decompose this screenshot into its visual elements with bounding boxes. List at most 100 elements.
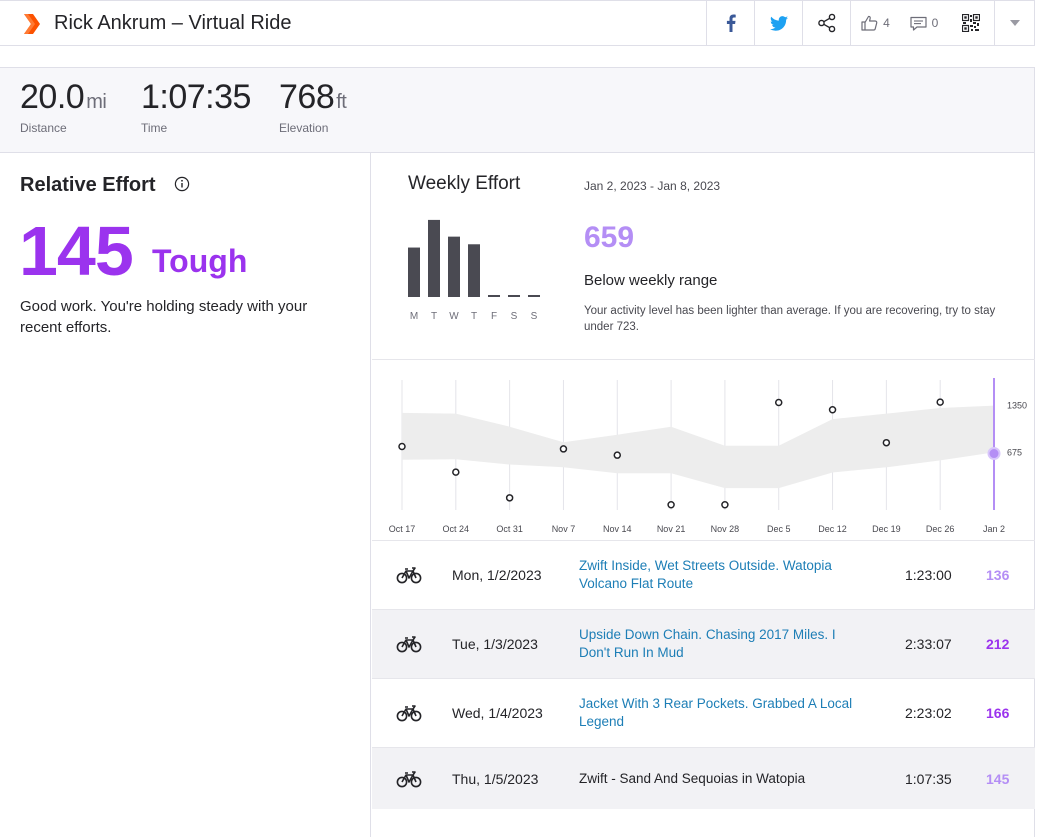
kudos-count: 4: [883, 16, 890, 30]
relative-effort-description: Good work. You're holding steady with yo…: [20, 298, 308, 336]
stat-elevation-value: 768: [279, 78, 335, 116]
bike-icon: [396, 770, 422, 787]
activity-name-link[interactable]: Zwift Inside, Wet Streets Outside. Watop…: [579, 558, 832, 591]
stat-elevation-label: Elevation: [279, 121, 329, 135]
activity-date: Thu, 1/5/2023: [452, 770, 539, 787]
comment-count: 0: [931, 16, 939, 30]
weekly-effort-point[interactable]: [882, 438, 891, 447]
x-tick-label: Nov 28: [711, 524, 740, 534]
activity-date: Tue, 1/3/2023: [452, 636, 538, 652]
stat-distance-value: 20.0: [20, 78, 85, 116]
weekly-effort-message: Your activity level has been lighter tha…: [584, 305, 996, 333]
stat-elevation-unit: ft: [336, 91, 347, 113]
activity-row[interactable]: Thu, 1/5/2023 Zwift - Sand And Sequoias …: [372, 747, 1035, 809]
activity-duration: 1:23:00: [905, 567, 952, 583]
share-button[interactable]: [802, 1, 850, 45]
x-tick-label: Nov 14: [603, 524, 632, 534]
stat-elevation: 768 ft Elevation: [279, 78, 347, 135]
weekly-activity-list: Mon, 1/2/2023 Zwift Inside, Wet Streets …: [372, 540, 1035, 809]
activity-effort: 136: [986, 567, 1010, 583]
relative-effort-score: 145: [19, 212, 134, 290]
x-tick-label: Dec 12: [818, 524, 847, 534]
weekly-effort-point[interactable]: [936, 398, 944, 406]
weekly-effort-day-label: S: [531, 311, 538, 322]
activity-name: Zwift - Sand And Sequoias in Watopia: [579, 770, 806, 786]
activity-effort: 166: [986, 705, 1010, 721]
thumbs-up-icon: [861, 15, 878, 31]
divider: [372, 359, 1035, 360]
weekly-effort-point[interactable]: [667, 500, 675, 509]
x-tick-label: Oct 17: [389, 524, 416, 534]
weekly-effort-day-label: T: [471, 311, 477, 322]
x-tick-label: Dec 5: [767, 524, 791, 534]
weekly-effort-point[interactable]: [505, 494, 514, 502]
weekly-effort-point[interactable]: [613, 451, 622, 459]
y-tick-label: 1350: [1007, 401, 1027, 411]
stat-distance-label: Distance: [20, 121, 67, 135]
qr-code-button[interactable]: [948, 1, 994, 45]
relative-effort-panel: Relative Effort 145 Tough Good work. You…: [0, 153, 371, 837]
activity-effort: 145: [986, 770, 1010, 787]
twitter-icon: [769, 15, 788, 31]
header-actions: 4 0: [706, 1, 1034, 45]
activity-row[interactable]: Mon, 1/2/2023 Zwift Inside, Wet Streets …: [372, 540, 1035, 609]
activity-effort: 212: [986, 636, 1010, 652]
weekly-effort-bar: [428, 219, 440, 297]
x-tick-label: Jan 2: [983, 524, 1005, 534]
weekly-effort-day-label: S: [511, 311, 518, 322]
weekly-effort-point[interactable]: [559, 445, 568, 453]
stat-distance-unit: mi: [86, 91, 107, 113]
activity-date: Mon, 1/2/2023: [452, 567, 542, 583]
activity-date: Wed, 1/4/2023: [452, 705, 543, 721]
relative-effort-level: Tough: [152, 243, 248, 279]
weekly-effort-point[interactable]: [398, 442, 406, 451]
kudos-button[interactable]: 4: [850, 1, 900, 45]
weekly-effort-point[interactable]: [828, 406, 837, 414]
x-tick-label: Oct 31: [496, 524, 523, 534]
weekly-effort-point[interactable]: [452, 468, 460, 476]
qr-code-icon: [962, 14, 980, 32]
x-tick-label: Dec 26: [926, 524, 955, 534]
activity-row[interactable]: Tue, 1/3/2023 Upside Down Chain. Chasing…: [372, 609, 1035, 678]
chevron-down-icon: [1009, 20, 1020, 26]
comments-button[interactable]: 0: [900, 1, 948, 45]
activity-name-link[interactable]: Jacket With 3 Rear Pockets. Grabbed A Lo…: [579, 696, 853, 729]
weekly-effort-date-range: Jan 2, 2023 - Jan 8, 2023: [584, 179, 721, 193]
weekly-effort-bar: [468, 244, 480, 297]
weekly-range-band: [402, 405, 994, 489]
relative-effort-title: Relative Effort: [20, 174, 156, 196]
weekly-effort-day-label: M: [410, 311, 418, 322]
x-tick-label: Oct 24: [443, 524, 470, 534]
activity-header: Rick Ankrum – Virtual Ride: [0, 0, 1035, 46]
x-tick-label: Dec 19: [872, 524, 901, 534]
activity-title: Rick Ankrum – Virtual Ride: [54, 12, 292, 34]
info-icon[interactable]: [174, 176, 190, 192]
stat-distance: 20.0 mi Distance: [20, 78, 107, 135]
weekly-effort-point[interactable]: [987, 447, 1001, 461]
stat-time-label: Time: [141, 121, 168, 135]
weekly-effort-point[interactable]: [774, 398, 783, 407]
facebook-share-button[interactable]: [706, 1, 754, 45]
strava-logo-icon: [24, 14, 40, 34]
comment-icon: [910, 16, 927, 31]
activity-row[interactable]: Wed, 1/4/2023 Jacket With 3 Rear Pockets…: [372, 678, 1035, 747]
weekly-effort-bar: [408, 247, 420, 297]
x-tick-label: Nov 21: [657, 524, 686, 534]
weekly-effort-panel: Weekly Effort M T W T F S S Jan 2, 2023 - Jan …: [372, 153, 1035, 837]
bike-icon: [396, 567, 422, 584]
x-tick-label: Nov 7: [552, 524, 576, 534]
activity-name-link[interactable]: Upside Down Chain. Chasing 2017 Miles. I…: [579, 627, 836, 660]
twitter-share-button[interactable]: [754, 1, 802, 45]
more-options-button[interactable]: [994, 1, 1034, 45]
bike-icon: [396, 705, 422, 722]
y-tick-label: 675: [1007, 447, 1022, 457]
bike-icon: [396, 636, 422, 653]
weekly-effort-point[interactable]: [721, 500, 729, 509]
weekly-effort-bar: [448, 236, 460, 297]
weekly-effort-score: 659: [584, 221, 635, 254]
stat-time-value: 1:07:35: [141, 78, 251, 116]
weekly-effort-trend-chart: Oct 17 Oct 24 Oct 31 Nov 7 Nov 14 Nov 21 Nov 2…: [389, 378, 1027, 534]
weekly-effort-status: Below weekly range: [584, 272, 718, 289]
share-icon: [817, 13, 835, 33]
